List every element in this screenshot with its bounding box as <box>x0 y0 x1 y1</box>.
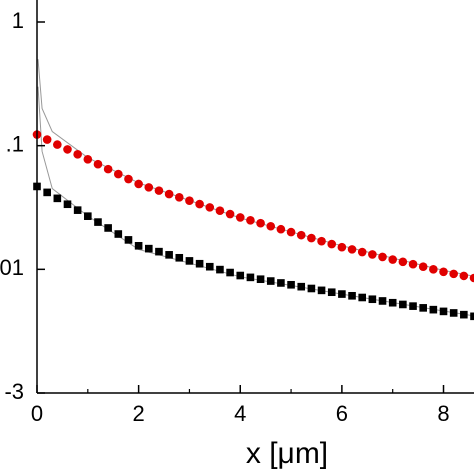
data-point <box>93 159 103 169</box>
data-point <box>358 293 367 302</box>
data-point <box>225 209 235 219</box>
data-point <box>246 216 255 225</box>
data-point <box>429 305 438 314</box>
data-point <box>338 290 346 298</box>
data-point <box>226 268 234 277</box>
data-point <box>429 265 438 274</box>
data-point <box>236 271 245 280</box>
x-tick-label: 2 <box>133 401 145 426</box>
y-tick-label: -3 <box>4 379 24 404</box>
data-point <box>73 150 82 159</box>
data-point <box>144 183 154 192</box>
data-point <box>63 145 72 154</box>
data-point <box>53 140 62 149</box>
data-point <box>419 304 427 312</box>
data-point <box>104 224 112 232</box>
data-point <box>368 250 377 259</box>
data-point <box>155 247 163 256</box>
data-point <box>276 224 286 234</box>
data-point <box>266 277 275 285</box>
data-point <box>63 200 72 209</box>
data-point <box>439 307 448 316</box>
data-point <box>164 189 174 199</box>
data-point <box>460 310 468 319</box>
data-point <box>246 273 255 282</box>
x-tick-label: 4 <box>234 401 246 426</box>
data-point <box>317 286 326 295</box>
data-point <box>84 212 92 220</box>
data-point <box>347 245 357 254</box>
data-point <box>398 257 408 267</box>
data-point <box>470 312 474 321</box>
y-tick-label: .1 <box>6 131 24 156</box>
data-point <box>43 188 51 197</box>
data-point <box>114 169 123 179</box>
data-point <box>195 199 204 209</box>
data-point <box>205 262 214 271</box>
data-point <box>165 251 173 259</box>
data-point <box>124 174 133 184</box>
data-point <box>297 282 306 291</box>
data-point <box>378 252 387 262</box>
data-point <box>185 196 194 205</box>
fit-line <box>37 86 474 317</box>
data-point <box>175 253 184 262</box>
data-point <box>42 135 52 144</box>
x-axis-label: x [μm] <box>246 437 328 470</box>
data-point <box>327 239 337 249</box>
data-point <box>215 206 225 215</box>
data-point <box>357 247 367 257</box>
data-point <box>266 221 276 231</box>
x-tick-label: 6 <box>336 401 348 426</box>
data-point <box>368 295 377 304</box>
data-point <box>205 203 215 212</box>
data-point <box>469 273 474 283</box>
data-point <box>287 280 295 289</box>
data-point <box>408 259 418 269</box>
data-point <box>388 255 397 264</box>
data-point <box>73 206 82 214</box>
data-point <box>388 298 397 307</box>
data-point <box>256 218 265 228</box>
y-tick-label: 1 <box>12 8 24 33</box>
data-point <box>154 186 164 195</box>
data-point <box>134 241 143 250</box>
data-point <box>337 242 347 252</box>
data-point <box>83 154 93 164</box>
data-point <box>307 233 316 243</box>
data-point <box>256 275 265 284</box>
data-point <box>409 302 417 310</box>
data-point <box>144 244 153 253</box>
data-point <box>195 259 204 268</box>
data-point <box>103 164 113 174</box>
data-point <box>286 227 296 237</box>
data-point <box>439 267 448 277</box>
data-point <box>449 309 458 317</box>
data-point <box>185 257 194 265</box>
data-point <box>449 269 458 279</box>
data-point <box>216 265 224 274</box>
data-point <box>124 236 133 244</box>
data-point <box>277 279 285 287</box>
data-point <box>327 288 336 297</box>
y-tick-label: 01 <box>0 255 24 280</box>
data-point <box>114 230 123 238</box>
data-point <box>174 193 184 202</box>
data-point <box>459 271 469 281</box>
data-point <box>317 236 326 246</box>
data-point <box>296 230 306 240</box>
data-point <box>53 194 62 203</box>
data-point <box>348 291 356 300</box>
data-point <box>418 262 428 272</box>
data-point <box>307 284 316 293</box>
data-point <box>94 218 102 226</box>
data-point <box>399 300 407 309</box>
x-tick-label: 0 <box>31 401 43 426</box>
data-point <box>235 213 245 222</box>
data-point <box>378 297 387 305</box>
x-tick-label: 8 <box>437 401 449 426</box>
data-point <box>134 179 143 189</box>
fit-line <box>37 59 474 277</box>
